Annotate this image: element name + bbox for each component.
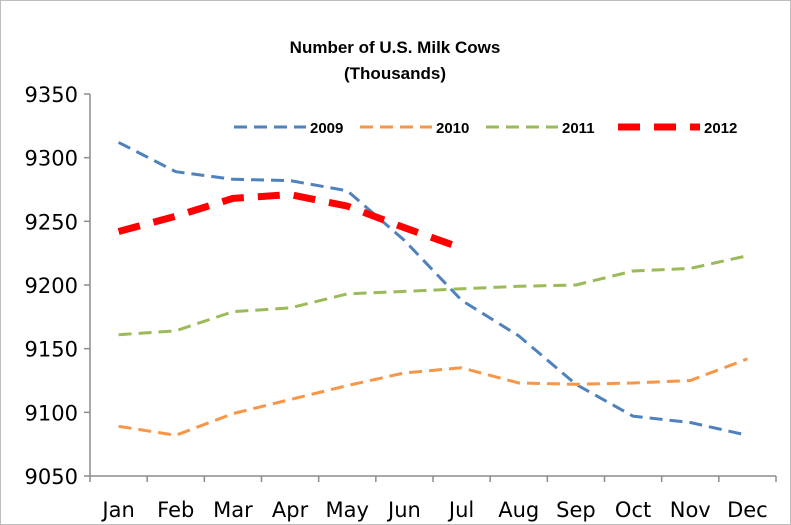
- x-tick-label: Feb: [157, 498, 194, 522]
- y-tick-label: 9300: [25, 147, 78, 171]
- x-tick-label: Nov: [670, 498, 711, 522]
- x-tick-label: Sep: [556, 498, 596, 522]
- x-tick-label: Dec: [727, 498, 768, 522]
- y-tick-label: 9200: [25, 274, 78, 298]
- x-tick-label: Aug: [498, 498, 539, 522]
- series-line-2012: [117, 191, 463, 252]
- legend: 2009 2010 2011 2012: [234, 120, 737, 137]
- legend-label-2010: 2010: [436, 120, 469, 137]
- series-layer: [117, 141, 748, 437]
- y-tick-label: 9150: [25, 338, 78, 362]
- series-line-2010: [118, 357, 748, 437]
- chart-subtitle: (Thousands): [344, 64, 446, 83]
- axes: 9050 9100 9150 9200 9250 9300 9350 Jan Feb Mar Apr…: [25, 83, 777, 522]
- y-tick-label: 9250: [25, 210, 78, 234]
- x-tick-label: Jul: [447, 498, 474, 522]
- series-line-2011: [118, 254, 748, 337]
- x-tick-label: Jun: [386, 498, 421, 522]
- x-tick-label: Apr: [272, 498, 309, 522]
- y-tick-label: 9050: [25, 465, 78, 489]
- series-line-2009: [117, 141, 748, 437]
- y-tick-label: 9100: [25, 401, 78, 425]
- x-tick-label: May: [326, 498, 369, 522]
- legend-label-2011: 2011: [562, 120, 595, 137]
- y-tick-label: 9350: [25, 83, 78, 107]
- chart-title: Number of U.S. Milk Cows: [290, 38, 501, 57]
- x-tick-label: Jan: [100, 498, 134, 522]
- x-tick-label: Mar: [213, 498, 253, 522]
- x-tick-label: Oct: [615, 498, 651, 522]
- legend-label-2012: 2012: [704, 120, 737, 137]
- legend-label-2009: 2009: [310, 120, 343, 137]
